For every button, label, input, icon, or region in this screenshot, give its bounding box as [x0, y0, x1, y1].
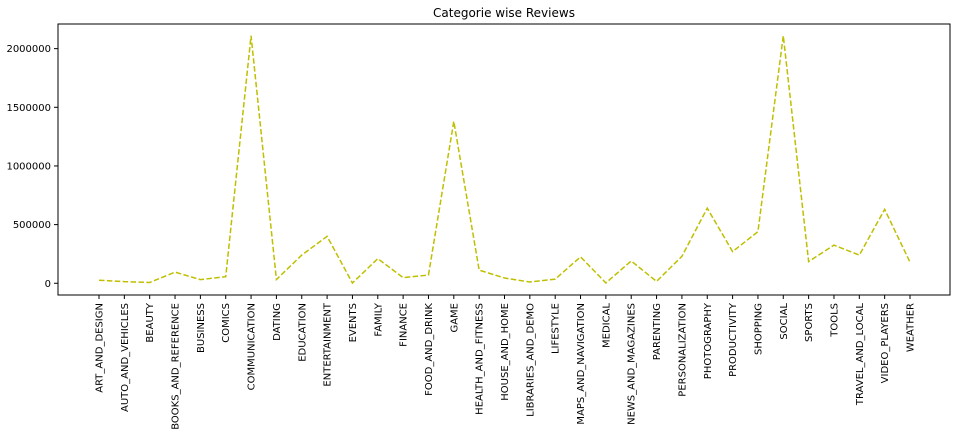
x-tick-label: FAMILY — [373, 302, 384, 336]
x-tick-label: PRODUCTIVITY — [728, 302, 739, 377]
y-tick-label: 1000000 — [6, 161, 51, 172]
y-tick-label: 1500000 — [6, 103, 51, 114]
x-tick-label: VIDEO_PLAYERS — [880, 303, 891, 383]
x-tick-label: TOOLS — [829, 303, 840, 338]
x-axis: ART_AND_DESIGN AUTO_AND_VEHICLES BEAUTY BOO… — [95, 295, 917, 430]
x-tick-label: EVENTS — [348, 303, 359, 342]
x-tick-label: PARENTING — [652, 303, 663, 360]
x-tick-label: SOCIAL — [779, 303, 790, 340]
x-tick-label: COMMUNICATION — [247, 303, 258, 390]
x-tick-label: GAME — [449, 303, 460, 333]
y-axis: 0 500000 1000000 1500000 2000000 — [6, 44, 58, 290]
series-line — [98, 35, 911, 285]
x-tick-label: HOUSE_AND_HOME — [500, 303, 511, 401]
x-tick-label: DATING — [272, 303, 283, 341]
x-tick-label: ENTERTAINMENT — [323, 302, 334, 386]
x-tick-label: BUSINESS — [196, 303, 207, 353]
x-tick-label: FOOD_AND_DRINK — [424, 303, 435, 396]
x-tick-label: LIFESTYLE — [551, 303, 562, 354]
x-tick-label: MEDICAL — [601, 303, 612, 348]
x-tick-label: TRAVEL_AND_LOCAL — [855, 303, 866, 407]
x-tick-label: ART_AND_DESIGN — [95, 303, 106, 393]
plot-area — [57, 23, 951, 296]
x-tick-label: LIBRARIES_AND_DEMO — [525, 303, 536, 417]
x-tick-label: HEALTH_AND_FITNESS — [475, 303, 486, 415]
x-tick-label: BOOKS_AND_REFERENCE — [171, 303, 182, 430]
x-tick-label: NEWS_AND_MAGAZINES — [627, 303, 638, 425]
series-reviews — [98, 35, 911, 285]
y-tick-label: 0 — [45, 279, 51, 290]
x-tick-label: PHOTOGRAPHY — [703, 302, 714, 379]
chart-title: Categorie wise Reviews — [433, 6, 575, 20]
x-tick-label: SPORTS — [804, 303, 815, 342]
x-tick-label: WEATHER — [906, 303, 917, 352]
x-tick-label: COMICS — [221, 303, 232, 343]
x-tick-label: PERSONALIZATION — [677, 303, 688, 397]
x-tick-label: BEAUTY — [145, 302, 156, 342]
y-tick-label: 2000000 — [6, 44, 51, 55]
x-tick-label: SHOPPING — [753, 303, 764, 355]
x-tick-label: EDUCATION — [297, 303, 308, 362]
y-tick-label: 500000 — [13, 220, 51, 231]
x-tick-label: AUTO_AND_VEHICLES — [120, 303, 131, 412]
x-tick-label: MAPS_AND_NAVIGATION — [576, 303, 587, 425]
x-tick-label: FINANCE — [399, 303, 410, 347]
